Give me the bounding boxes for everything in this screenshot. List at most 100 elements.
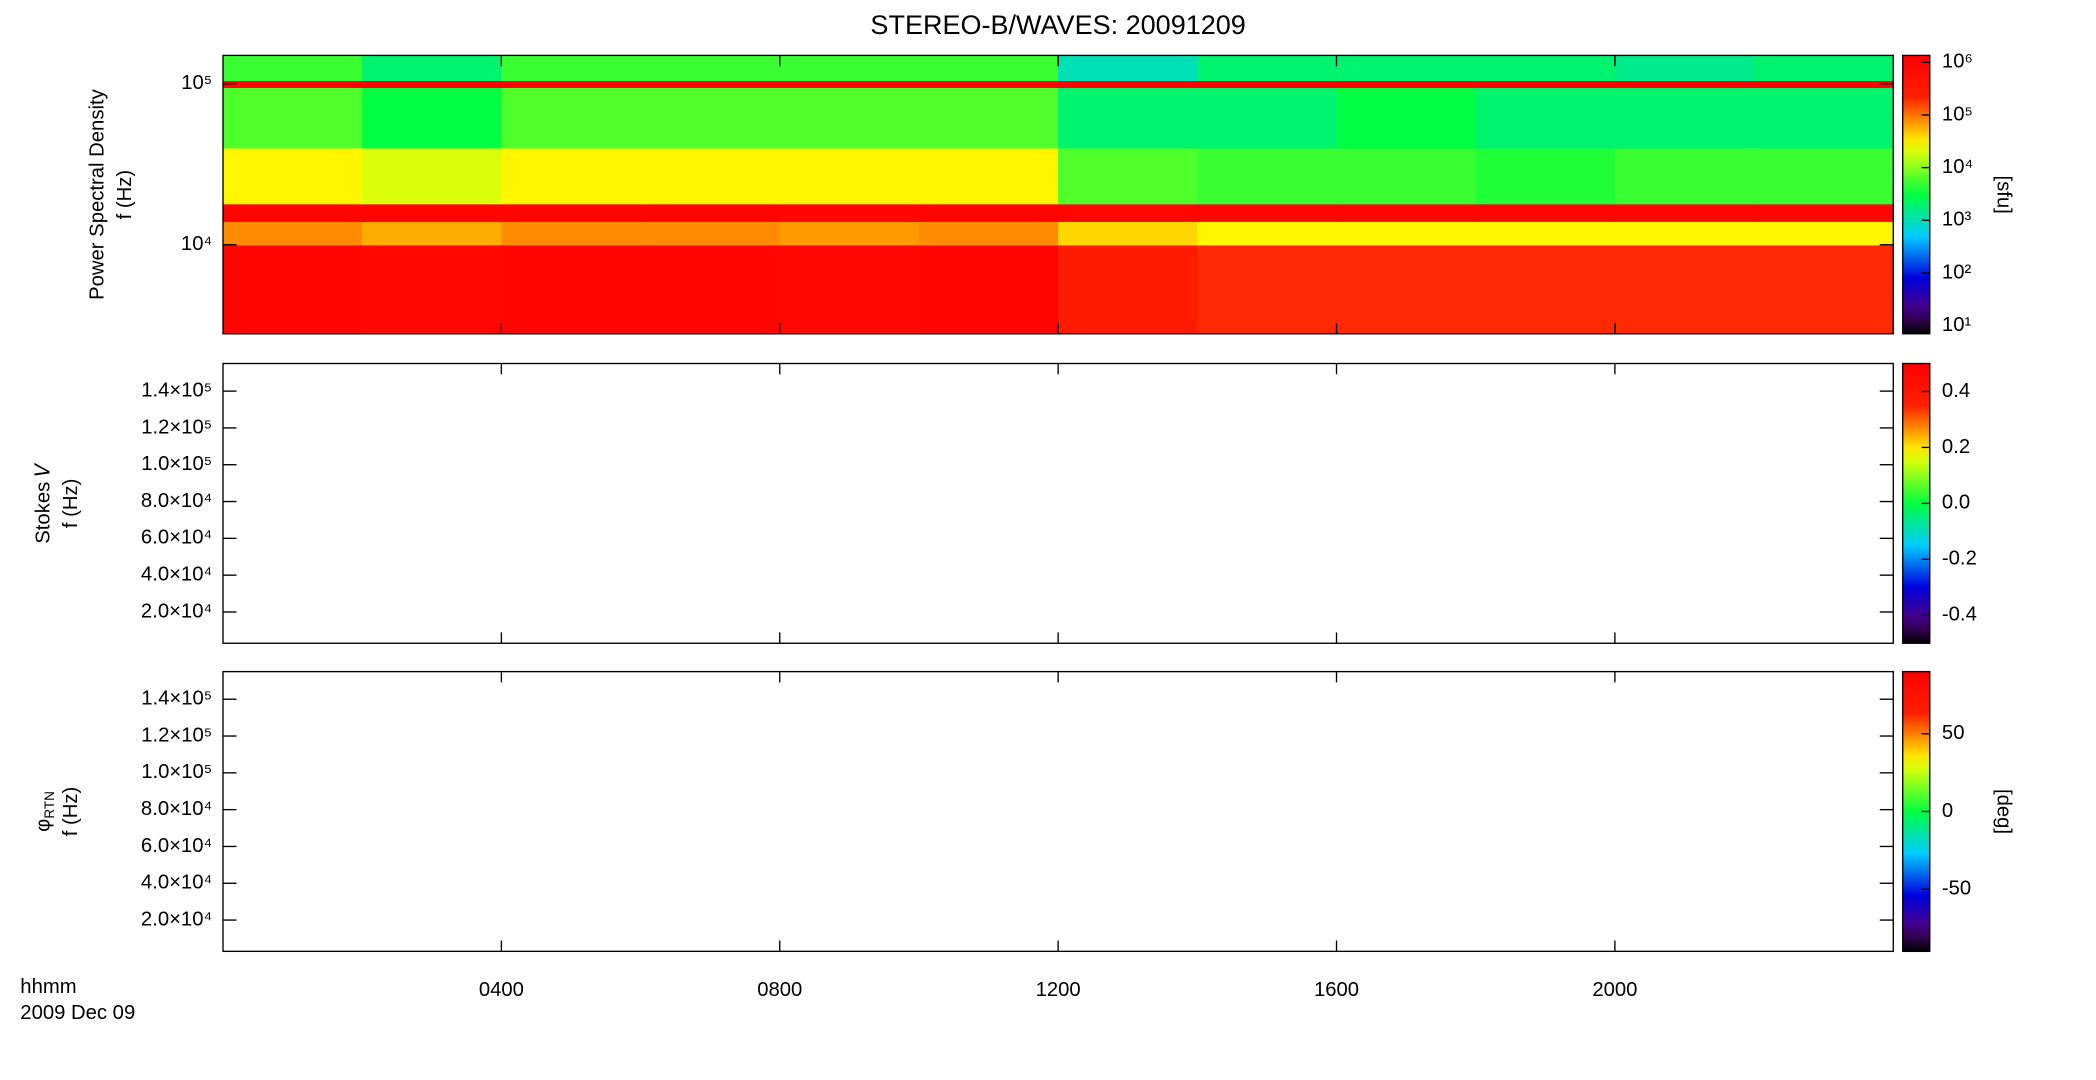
heatmap-cell [362, 203, 503, 222]
colorbar-tick-label: 10² [1942, 261, 1972, 283]
heatmap-cell [1197, 80, 1338, 89]
y-tick-label: 1.2×10⁵ [141, 416, 212, 438]
y-tick-label: 10⁵ [181, 72, 212, 94]
heatmap-cell [1614, 244, 1755, 335]
heatmap-cell [1754, 55, 1894, 82]
heatmap-cell [1475, 87, 1616, 149]
heatmap-cell [779, 203, 920, 222]
heatmap-cell [1336, 221, 1477, 246]
heatmap-cell [362, 80, 503, 89]
colorbar-tick-label: 0.4 [1942, 380, 1970, 402]
heatmap-cell [1058, 203, 1198, 222]
heatmap-cell [640, 55, 781, 82]
heatmap-cell [1197, 221, 1338, 246]
heatmap-cell [1754, 203, 1894, 222]
colorbar-tick-label: 10¹ [1942, 314, 1972, 336]
heatmap-cell [501, 55, 642, 82]
colorbar-tick-label: -0.2 [1942, 548, 1977, 570]
heatmap-cell [1614, 221, 1755, 246]
heatmap-cell [918, 203, 1059, 222]
y-axis-label-text: Stokes 𝑉 [33, 463, 55, 544]
y-tick-label: 6.0×10⁴ [141, 527, 212, 549]
heatmap-cell [640, 244, 781, 335]
y-axis-label: Stokes 𝑉 [33, 463, 55, 544]
y-axis-label-text: φ [33, 819, 55, 832]
heatmap-cell [918, 87, 1059, 149]
colorbar-tick-label: 10⁴ [1942, 156, 1973, 178]
heatmap-cell [1475, 244, 1616, 335]
heatmap-cell [362, 55, 503, 82]
heatmap-cell [1058, 87, 1198, 149]
heatmap-cell [640, 147, 781, 205]
heatmap-cell [918, 244, 1059, 335]
heatmap-cell [223, 80, 363, 89]
heatmap-cell [1754, 244, 1894, 335]
colorbar-tick-label: 10³ [1942, 209, 1972, 231]
y-axis-label: f (Hz) [60, 479, 82, 529]
heatmap-cell [223, 87, 363, 149]
colorbar-tick-label: 0 [1942, 800, 1953, 822]
y-axis-label: Power Spectral Density [87, 88, 109, 299]
heatmap-cell [1475, 80, 1616, 89]
heatmap-cell [1197, 203, 1338, 222]
heatmap-cell [1614, 80, 1755, 89]
heatmap-cell [640, 203, 781, 222]
heatmap-cell [223, 55, 363, 82]
heatmap-cell [1336, 203, 1477, 222]
y-tick-label: 2.0×10⁴ [141, 908, 212, 930]
heatmap-cell [501, 244, 642, 335]
heatmap-cell [1754, 147, 1894, 205]
heatmap-cell [1336, 55, 1477, 82]
heatmap-cell [501, 203, 642, 222]
heatmap-cell [362, 87, 503, 149]
y-tick-label: 2.0×10⁴ [141, 600, 212, 622]
chart-title: STEREO-B/WAVES: 20091209 [870, 10, 1245, 40]
heatmap-cell [640, 221, 781, 246]
colorbar-tick-label: 10⁶ [1942, 51, 1973, 73]
x-tick-label: 2000 [1592, 979, 1637, 1001]
heatmap-cell [1058, 147, 1198, 205]
heatmap-cell [1336, 147, 1477, 205]
y-tick-label: 1.0×10⁵ [141, 453, 212, 475]
heatmap-cell [1754, 221, 1894, 246]
heatmap-cell [779, 55, 920, 82]
heatmap-cell [1058, 244, 1198, 335]
heatmap-cell [501, 147, 642, 205]
heatmap-cell [779, 221, 920, 246]
plot-frame [222, 670, 1894, 953]
heatmap-cell [1475, 203, 1616, 222]
heatmap-cell [1336, 87, 1477, 149]
heatmap-cell [1197, 244, 1338, 335]
heatmap-cell [223, 147, 363, 205]
y-tick-label: 10⁴ [181, 233, 212, 255]
heatmap-cell [779, 80, 920, 89]
date-label: 2009 Dec 09 [20, 1002, 135, 1024]
y-tick-label: 8.0×10⁴ [141, 798, 212, 820]
heatmap-cell [1614, 87, 1755, 149]
heatmap-cell [640, 87, 781, 149]
colorbar-tick-label: -50 [1942, 878, 1971, 900]
heatmap-cell [1475, 55, 1616, 82]
y-tick-label: 1.2×10⁵ [141, 724, 212, 746]
y-tick-label: 8.0×10⁴ [141, 490, 212, 512]
heatmap-cell [223, 203, 363, 222]
heatmap-cell [501, 80, 642, 89]
y-tick-label: 4.0×10⁴ [141, 872, 212, 894]
heatmap-cell [779, 244, 920, 335]
heatmap-cell [779, 87, 920, 149]
heatmap-cell [1614, 147, 1755, 205]
x-tick-label: 0400 [479, 979, 524, 1001]
heatmap-cell [1475, 221, 1616, 246]
heatmap-cell [223, 244, 363, 335]
y-tick-label: 6.0×10⁴ [141, 835, 212, 857]
plot-frame [222, 362, 1894, 644]
heatmap-cell [362, 221, 503, 246]
y-axis-label-text: Power Spectral Density [87, 88, 109, 299]
colorbar-tick-label: 50 [1942, 722, 1965, 744]
heatmap-cell [918, 80, 1059, 89]
x-tick-label: 1600 [1314, 979, 1359, 1001]
heatmap-cell [1475, 147, 1616, 205]
heatmap-cell [1058, 55, 1198, 82]
heatmap-cell [1197, 147, 1338, 205]
